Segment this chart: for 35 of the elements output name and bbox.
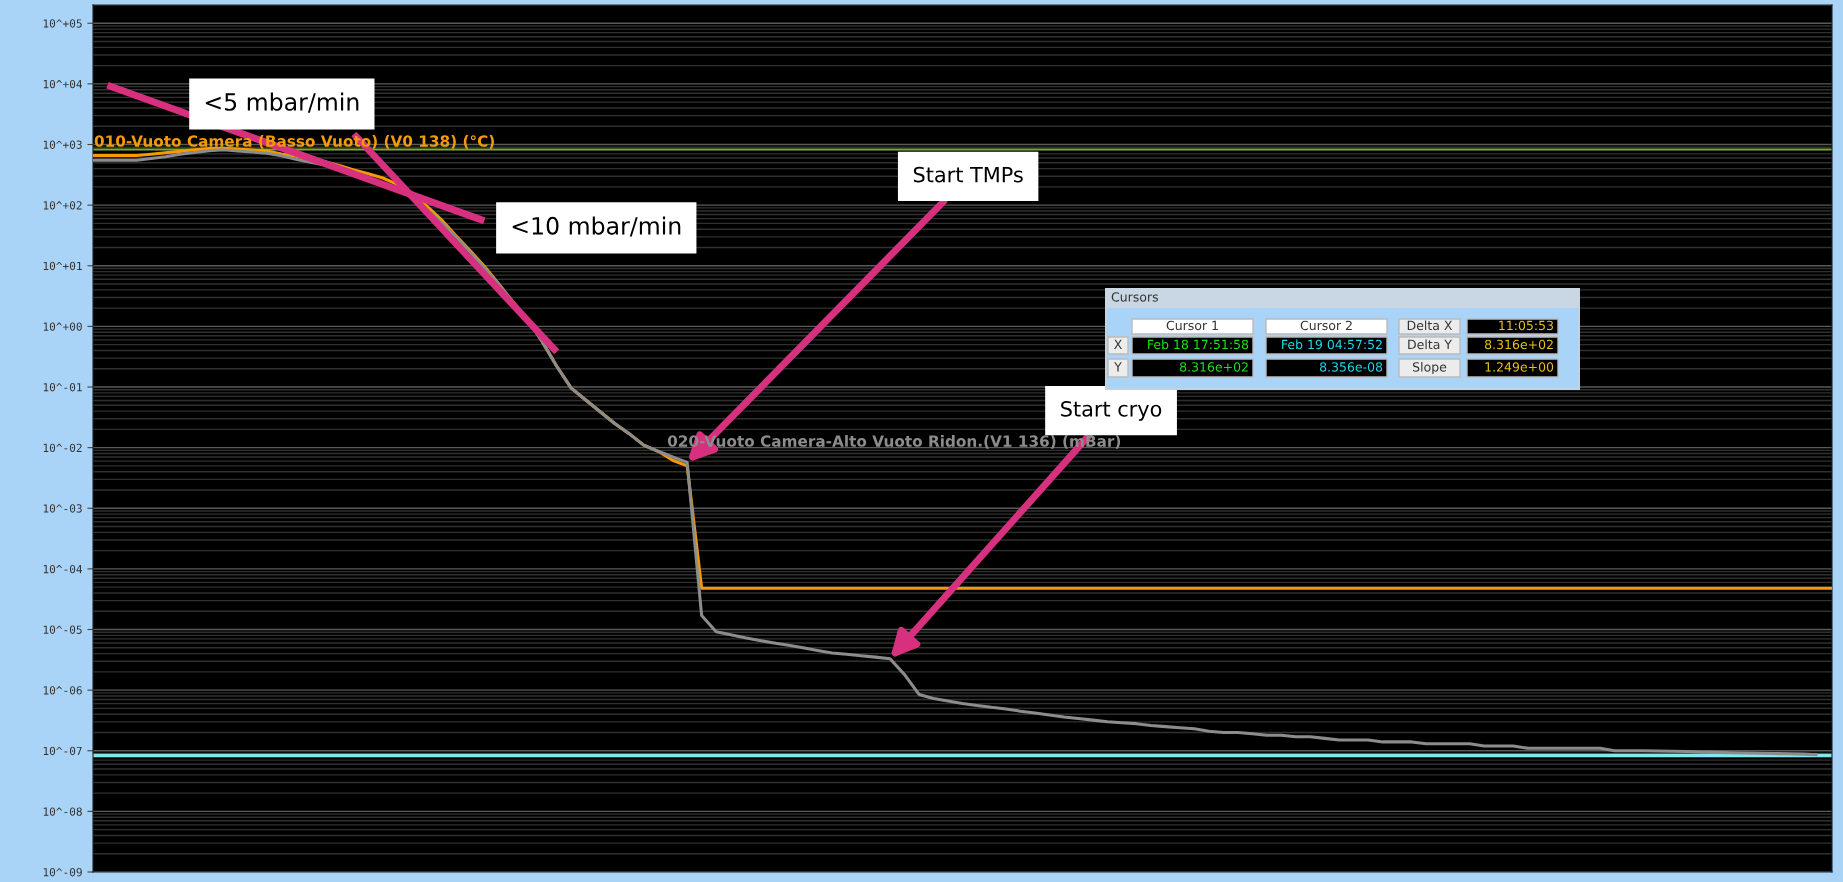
y-tick-label: 10^-01	[43, 383, 82, 392]
y-tick-label: 10^-06	[43, 686, 82, 695]
y-tick-label: 10^+01	[43, 261, 82, 271]
annotation: X	[1114, 339, 1122, 349]
y-tick-label: 10^-03	[43, 504, 82, 513]
annotation: Delta Y	[1408, 339, 1452, 350]
annotation: Start cryo	[1061, 400, 1162, 421]
series-label: <10 mbar/min	[512, 216, 681, 237]
y-tick-label: 10^+03	[43, 140, 82, 149]
annotation: 1.249e+00	[1485, 362, 1554, 372]
annotation: 8.316e+02	[1179, 362, 1248, 372]
line-series	[93, 148, 1820, 757]
y-tick-label: 10^-02	[43, 443, 82, 453]
annotation: Y	[1114, 362, 1122, 372]
annotation: Start TMPs	[913, 166, 1023, 183]
y-tick-label: 10^+04	[43, 79, 83, 89]
y-tick-label: 10^-04	[43, 564, 83, 574]
annotation: Feb 18 17:51:58	[1148, 339, 1249, 350]
y-tick-label: 10^-09	[43, 868, 82, 877]
y-tick-label: 10^+02	[43, 201, 82, 210]
annotation: Feb 19 04:57:52	[1282, 339, 1382, 350]
annotation: 8.356e-08	[1319, 362, 1383, 372]
y-tick-label: 10^+00	[43, 322, 82, 331]
annotation: Slope	[1412, 361, 1447, 375]
annotation: 8.316e+02	[1484, 339, 1553, 350]
annotation: Cursor 2	[1300, 320, 1352, 331]
y-tick-label: 10^-05	[43, 625, 82, 634]
annotation: Cursor 1	[1166, 320, 1218, 331]
annotation: 11:05:53	[1499, 320, 1553, 331]
annotation: Cursors	[1111, 292, 1158, 302]
y-tick-label: 10^+05	[43, 19, 82, 28]
annotation: Delta X	[1407, 320, 1453, 331]
y-tick-label: 10^-07	[43, 746, 82, 756]
series-label: <5 mbar/min	[205, 92, 359, 113]
y-tick-label: 10^-08	[43, 807, 82, 816]
